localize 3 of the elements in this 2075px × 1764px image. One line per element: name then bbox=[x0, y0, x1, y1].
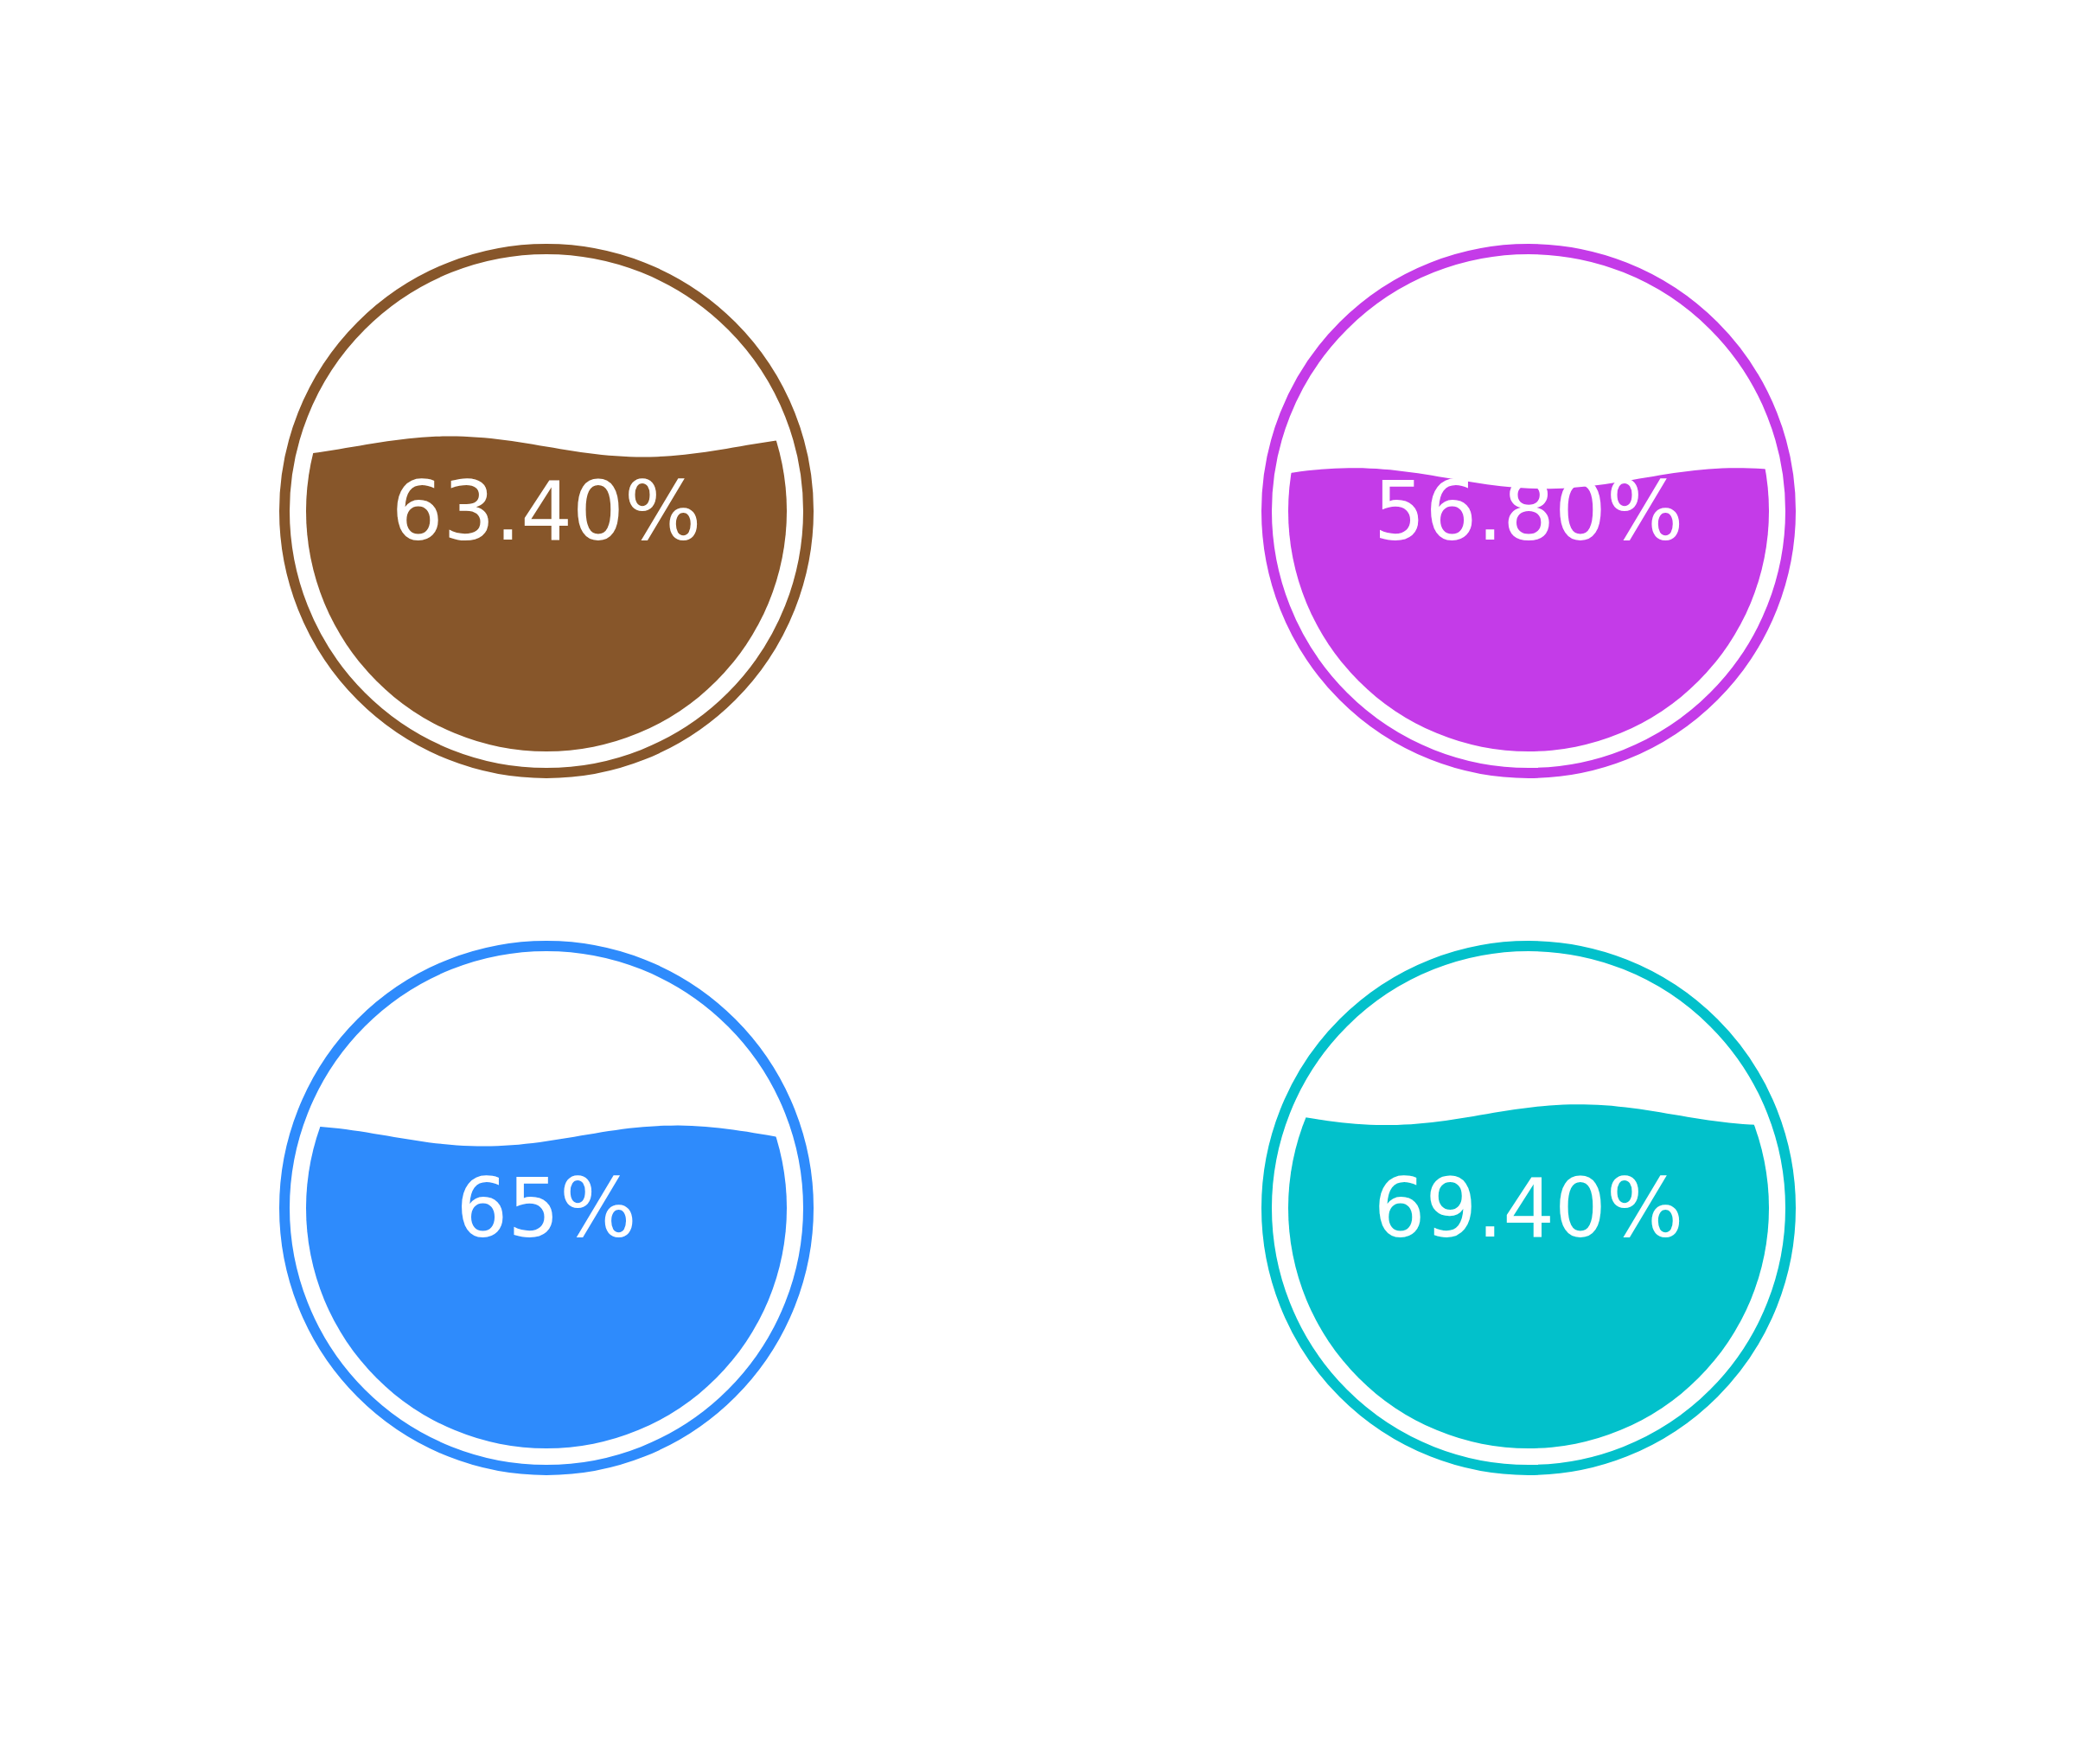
data-label: 63.40% bbox=[391, 463, 702, 559]
data-label: 65% bbox=[456, 1160, 637, 1256]
data-label: 69.40% bbox=[1373, 1160, 1684, 1256]
